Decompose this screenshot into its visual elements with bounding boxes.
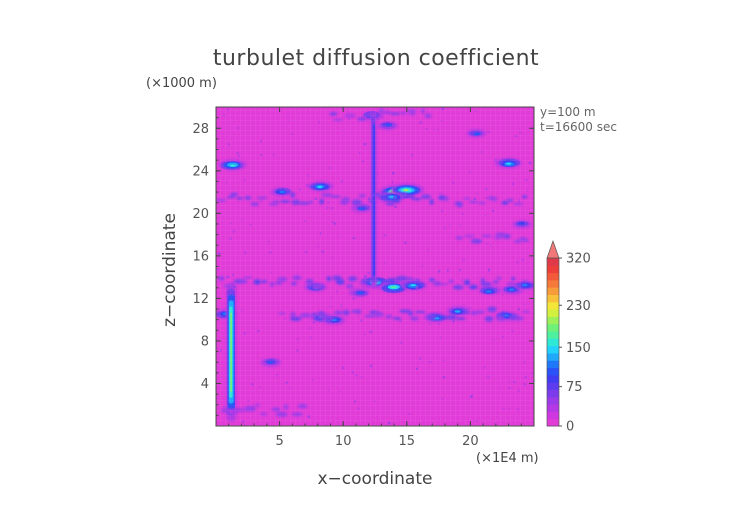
colorbar-swatch — [547, 279, 559, 288]
x-tick-label: 15 — [399, 434, 416, 449]
colorbar-swatch — [547, 258, 559, 266]
colorbar-swatch — [547, 396, 559, 405]
colorbar-swatch — [547, 323, 559, 332]
colorbar-swatch — [547, 309, 559, 317]
colorbar-swatch — [547, 374, 559, 383]
y-tick-label: 24 — [192, 164, 209, 179]
y-tick-label: 16 — [192, 249, 209, 264]
colorbar-swatch — [547, 382, 559, 390]
colorbar-swatch — [547, 418, 559, 427]
x-axis-unit: (×1E4 m) — [476, 451, 539, 466]
annotation-time: t=16600 sec — [540, 120, 617, 134]
colorbar-swatch — [547, 360, 559, 369]
x-axis-label: x−coordinate — [317, 469, 433, 489]
plot-fine-grid — [216, 107, 534, 426]
colorbar-swatch — [547, 338, 559, 347]
y-axis-unit: (×1000 m) — [146, 76, 217, 91]
colorbar-swatch — [547, 272, 559, 281]
colorbar-swatch — [547, 404, 559, 412]
y-tick-label: 8 — [201, 334, 209, 349]
y-tick-label: 28 — [192, 122, 209, 137]
colorbar-extend-arrow — [546, 239, 560, 259]
colorbar-tick-label: 230 — [566, 299, 591, 314]
colorbar-swatch — [547, 287, 559, 296]
x-tick-label: 10 — [335, 434, 352, 449]
colorbar-swatch — [547, 367, 559, 376]
colorbar-swatch — [547, 316, 559, 325]
x-tick-label: 5 — [275, 434, 283, 449]
y-tick-label: 12 — [192, 292, 209, 307]
y-axis: 4 8 12 16 20 24 28 — [192, 106, 534, 427]
colorbar-swatch — [547, 389, 559, 398]
x-tick-label: 20 — [462, 434, 479, 449]
colorbar-tick-label: 75 — [566, 380, 583, 395]
chart-title: turbulet diffusion coefficient — [212, 46, 540, 71]
y-axis-label: z−coordinate — [160, 213, 180, 327]
colorbar-swatch — [547, 331, 559, 339]
y-tick-label: 4 — [201, 377, 209, 392]
y-tick-label: 20 — [192, 207, 209, 222]
colorbar-swatch — [547, 294, 559, 303]
colorbar-tick-label: 150 — [566, 341, 591, 356]
colorbar: 0 75 150 230 320 — [546, 239, 591, 435]
colorbar-swatch — [547, 301, 559, 310]
x-axis: 5 10 15 20 — [215, 107, 535, 449]
annotation-y-position: y=100 m — [540, 105, 596, 119]
colorbar-swatch — [547, 352, 559, 361]
colorbar-swatch — [547, 345, 559, 354]
colorbar-tick-label: 320 — [566, 252, 591, 267]
colorbar-tick-label: 0 — [566, 420, 574, 435]
colorbar-swatch — [547, 411, 559, 420]
colorbar-swatch — [547, 265, 559, 274]
